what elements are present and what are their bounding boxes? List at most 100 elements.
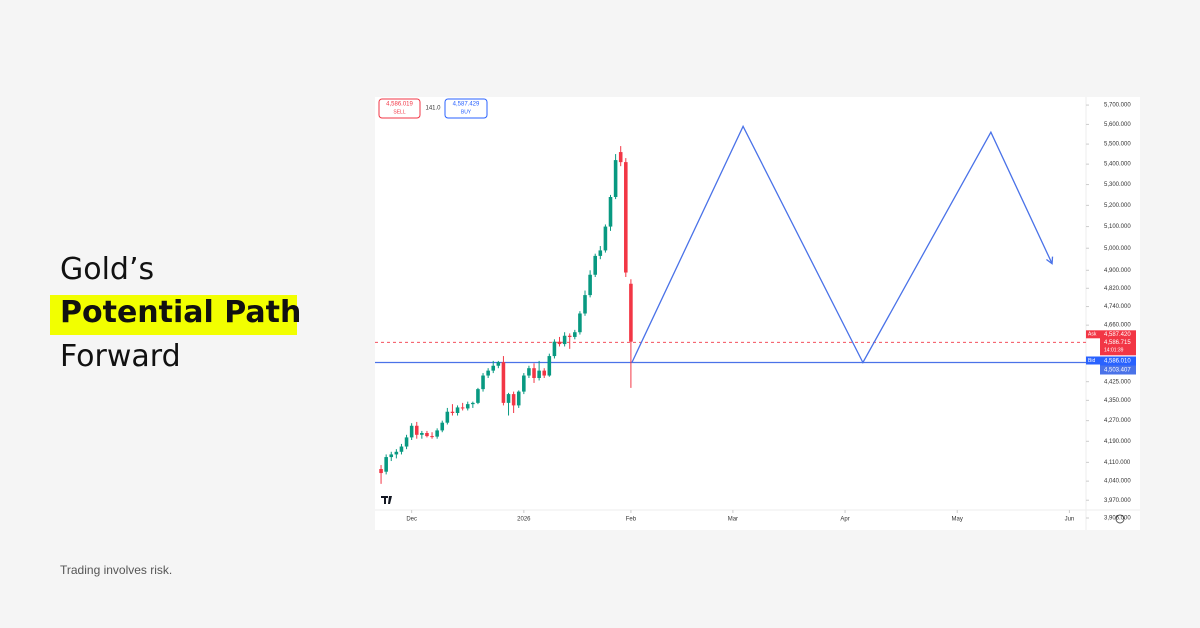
candle-body (598, 250, 603, 256)
candle-body (471, 402, 475, 405)
candle-body (481, 375, 485, 390)
sell-button[interactable] (378, 98, 421, 119)
candle-body (578, 313, 582, 333)
y-tick-label: 4,425.000 (1104, 379, 1131, 385)
buy-button[interactable] (444, 98, 488, 119)
bid-name: Bid (1088, 358, 1095, 364)
disclaimer: Trading involves risk. (60, 563, 173, 577)
level-tag (1100, 365, 1136, 375)
y-tick-label: 5,700.000 (1104, 103, 1131, 109)
candle-body (511, 394, 516, 406)
candle-body (618, 152, 623, 163)
level-price: 4,503.407 (1104, 368, 1131, 374)
candle-body (404, 437, 409, 447)
bid-price: 4,586.010 (1104, 359, 1131, 365)
ask-name: Ask (1088, 332, 1097, 338)
candle-body (593, 255, 597, 275)
tv-logo (381, 496, 392, 504)
candle-body (476, 389, 480, 403)
candle-body (542, 370, 547, 376)
y-tick-label: 4,660.000 (1104, 323, 1131, 329)
y-tick-label: 4,270.000 (1104, 418, 1131, 424)
candle-body (394, 451, 399, 455)
candle-body (537, 370, 541, 378)
candle-body (384, 457, 388, 472)
y-tick-label: 4,740.000 (1104, 304, 1131, 310)
x-tick-label: Jun (1065, 517, 1075, 523)
bid-price-tag (1100, 356, 1136, 366)
y-tick-label: 4,110.000 (1104, 460, 1131, 466)
candle-body (409, 425, 414, 438)
candle-body (506, 394, 511, 403)
candle-body (613, 160, 618, 197)
candle-body (435, 430, 439, 437)
candle-body (629, 283, 633, 342)
y-tick-label: 5,500.000 (1104, 142, 1131, 148)
x-tick-label: Feb (626, 517, 637, 523)
candle-body (430, 436, 434, 438)
y-tick-label: 4,190.000 (1104, 439, 1131, 445)
y-tick-label: 5,200.000 (1104, 203, 1131, 209)
candle-body (516, 391, 521, 406)
candle-body (573, 332, 577, 337)
sell-label: SELL (393, 109, 405, 115)
candle-body (450, 411, 455, 413)
candle-body (562, 335, 567, 345)
y-tick-label: 5,100.000 (1104, 224, 1131, 230)
candle-body (496, 362, 501, 366)
y-tick-label: 5,000.000 (1104, 246, 1131, 252)
x-tick-label: 2026 (517, 517, 531, 523)
ask-tag (1086, 330, 1100, 339)
candle-body (567, 335, 572, 337)
y-tick-label: 4,350.000 (1104, 398, 1131, 404)
countdown: 14:01:39 (1104, 348, 1124, 354)
y-tick-label: 4,040.000 (1104, 479, 1131, 485)
y-tick-label: 5,300.000 (1104, 182, 1131, 188)
ask-price: 4,587.420 (1104, 332, 1131, 338)
bid-tag (1086, 356, 1100, 365)
candle-body (624, 162, 628, 273)
chart-background (375, 97, 1140, 530)
spread: 141.0 (425, 106, 441, 112)
candle-body (455, 407, 460, 413)
highlight-box (50, 295, 297, 335)
x-tick-label: Apr (840, 517, 849, 523)
headline: Gold’s (60, 252, 155, 287)
candle-body (527, 368, 531, 376)
headline: Forward (60, 339, 181, 374)
mid-price: 4,586.715 (1104, 340, 1131, 346)
candle-body (583, 295, 587, 314)
candle-body (552, 341, 557, 357)
projection-line (631, 124, 1053, 364)
candle-body (491, 365, 496, 371)
settings-icon[interactable] (1115, 514, 1125, 524)
candle-body (547, 356, 552, 376)
candle-body (379, 469, 383, 474)
candle-body (501, 362, 506, 403)
candle-body (440, 422, 445, 431)
sell-price: 4,586.019 (386, 102, 413, 108)
y-tick-label: 3,970.000 (1104, 498, 1131, 504)
x-tick-label: Dec (406, 517, 417, 523)
y-tick-label: 5,400.000 (1104, 162, 1131, 168)
projection-arrowhead (1046, 256, 1054, 265)
candle-body (557, 341, 562, 345)
x-tick-label: Mar (728, 517, 738, 523)
candle-body (603, 226, 608, 251)
candle-body (608, 196, 613, 227)
candle-body (425, 432, 429, 437)
x-tick-label: May (952, 517, 963, 523)
candle-body (486, 370, 490, 376)
y-tick-label: 5,600.000 (1104, 122, 1131, 128)
candle-body (389, 454, 394, 458)
y-tick-label: 4,820.000 (1104, 286, 1131, 292)
headline-highlight: Potential Path (60, 295, 302, 330)
y-tick-label: 3,906.000 (1104, 516, 1131, 522)
candle-body (532, 368, 536, 378)
candle-body (465, 404, 470, 409)
ask-price-tag (1100, 330, 1136, 356)
buy-price: 4,587.429 (453, 102, 480, 108)
y-tick-label: 4,900.000 (1104, 268, 1131, 274)
